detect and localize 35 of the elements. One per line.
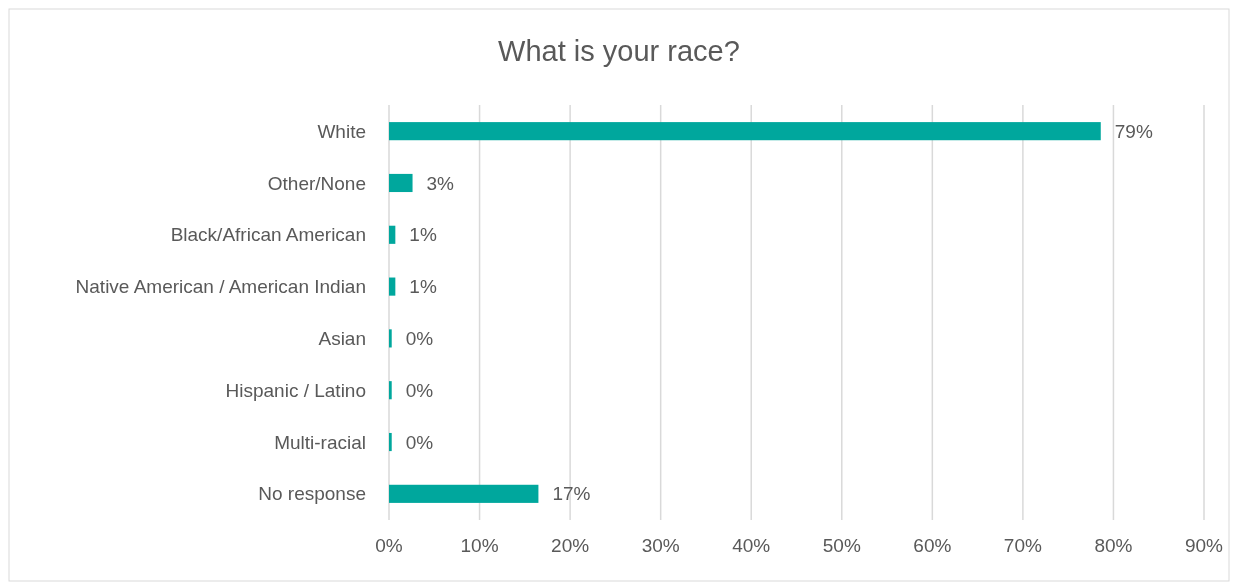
x-tick-label: 90% xyxy=(1184,535,1224,556)
data-label: 0% xyxy=(405,328,434,350)
bar xyxy=(389,432,392,452)
data-label: 1% xyxy=(409,276,437,298)
data-label: 17% xyxy=(552,483,591,505)
bar xyxy=(389,277,396,296)
data-label: 0% xyxy=(405,431,434,453)
y-tick-label: Native American / American Indian xyxy=(75,276,366,298)
y-tick-label: Other/None xyxy=(267,172,366,194)
x-tick-label: 0% xyxy=(375,535,403,556)
data-label: 1% xyxy=(409,224,437,246)
y-tick-label: Black/African American xyxy=(170,224,366,246)
data-label: 79% xyxy=(1114,120,1153,142)
x-tick-label: 40% xyxy=(732,535,771,556)
y-tick-label: No response xyxy=(258,483,366,505)
x-tick-label: 20% xyxy=(551,535,590,556)
chart-title: What is your race? xyxy=(498,35,740,67)
bar xyxy=(389,225,396,244)
x-tick-label: 30% xyxy=(641,535,680,556)
x-tick-label: 60% xyxy=(913,535,952,556)
y-tick-label: Hispanic / Latino xyxy=(225,379,366,401)
bar xyxy=(389,381,392,400)
bar xyxy=(389,484,539,503)
x-tick-label: 70% xyxy=(1003,535,1043,556)
data-label: 0% xyxy=(405,379,434,401)
bar xyxy=(389,173,413,193)
x-tick-label: 80% xyxy=(1094,535,1133,556)
x-tick-label: 10% xyxy=(460,535,499,556)
y-tick-label: Multi-racial xyxy=(274,431,366,453)
bar xyxy=(389,329,392,348)
y-tick-label: Asian xyxy=(318,328,366,350)
y-tick-label: White xyxy=(317,120,366,142)
bar xyxy=(389,122,1101,141)
x-tick-label: 50% xyxy=(822,535,861,556)
data-label: 3% xyxy=(426,172,455,194)
